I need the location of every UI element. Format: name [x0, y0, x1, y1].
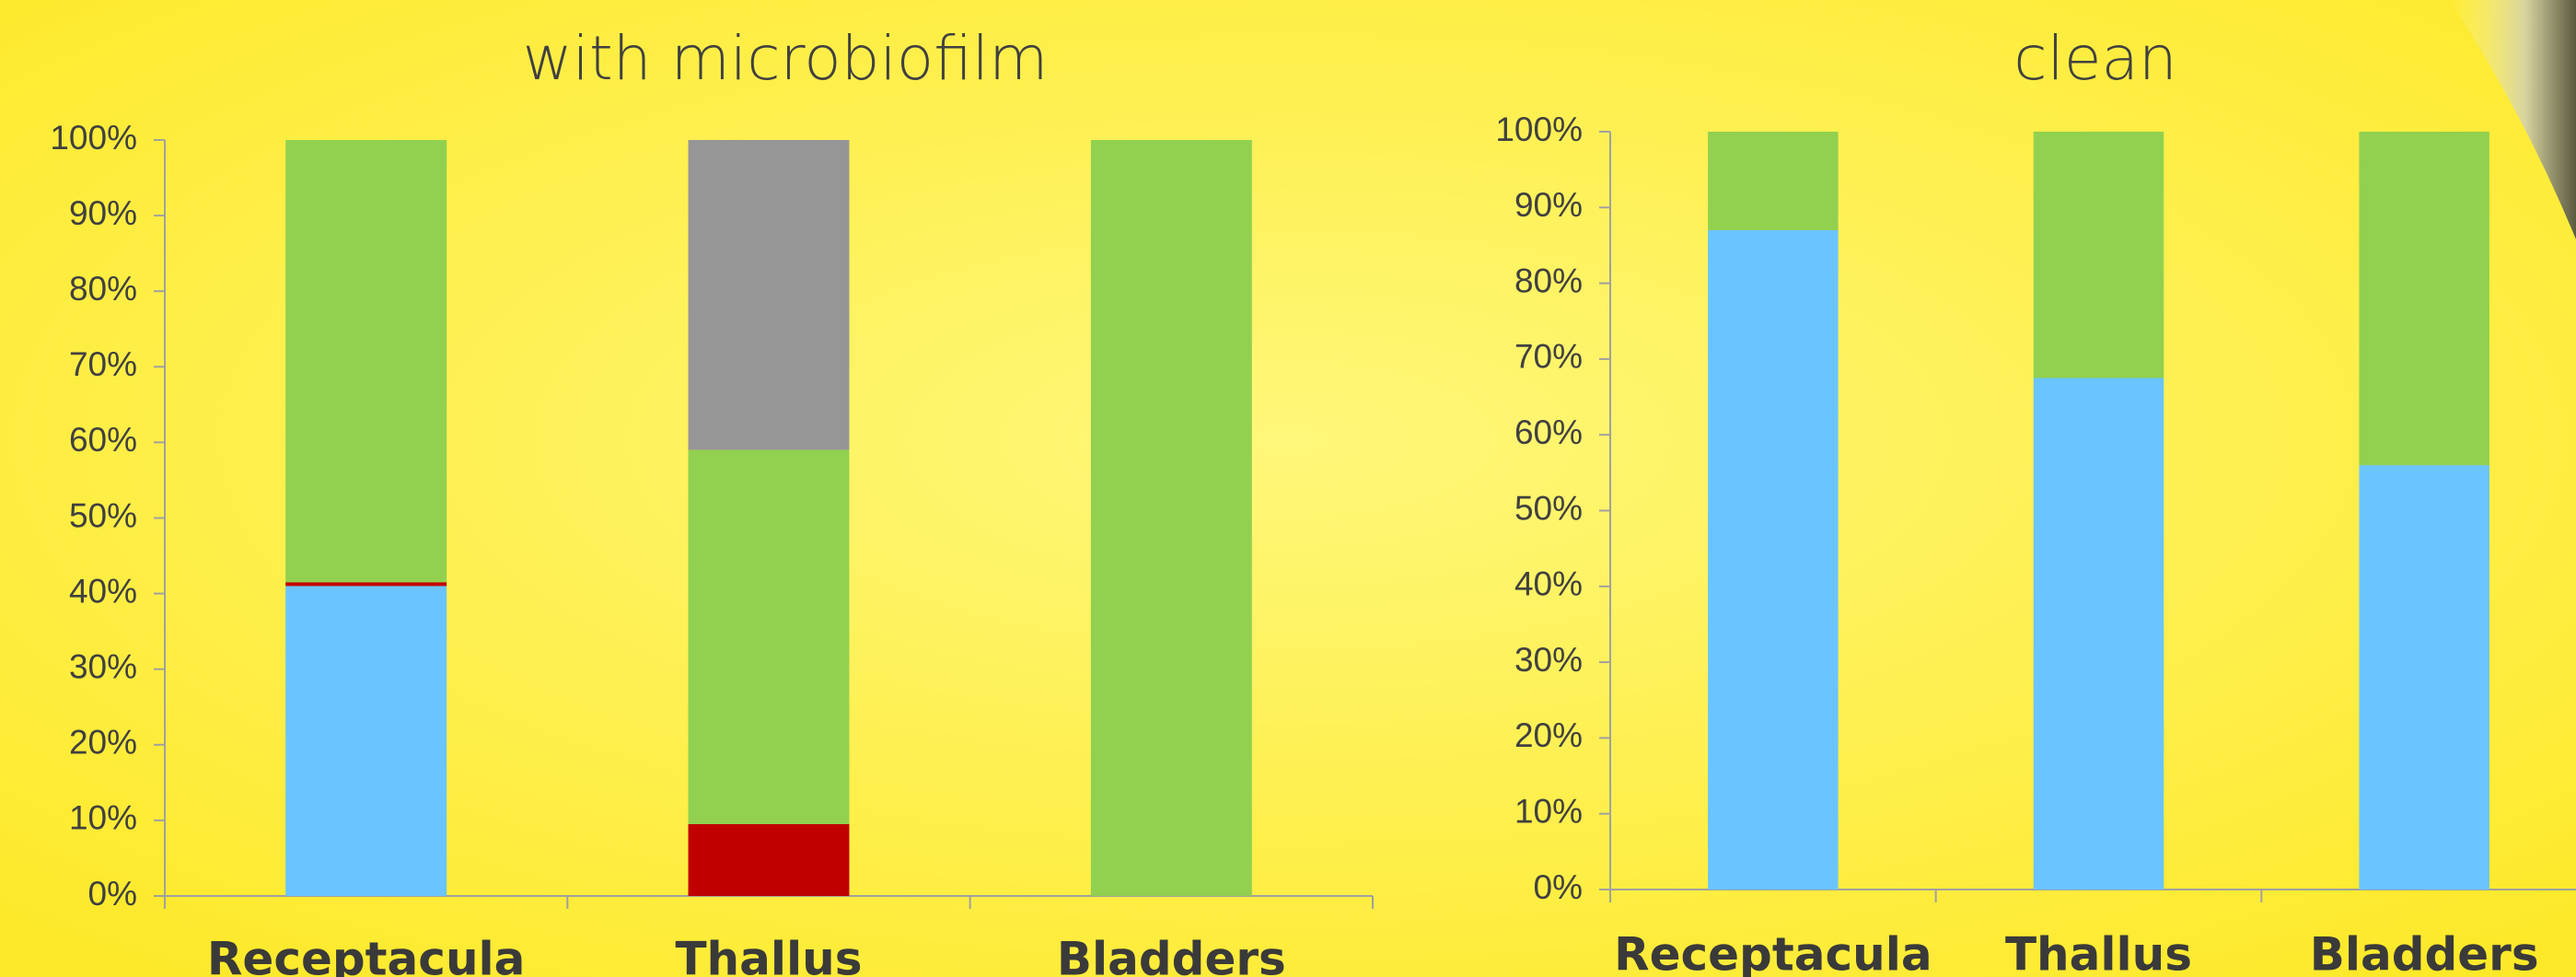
bar-segment: [688, 140, 850, 450]
y-tick-label: 100%: [50, 119, 137, 157]
y-tick-label: 90%: [69, 194, 137, 232]
bar-segment: [285, 582, 447, 587]
y-tick-label: 60%: [1514, 413, 1583, 451]
bar-segment: [2033, 132, 2164, 378]
y-tick-label: 80%: [69, 270, 137, 308]
y-tick-label: 40%: [1514, 565, 1583, 603]
bar-segment: [2033, 378, 2164, 890]
y-tick-label: 60%: [69, 421, 137, 459]
x-tick-label: Bladders: [1057, 933, 1286, 977]
bar-segment: [688, 824, 850, 896]
bar-segment: [285, 140, 447, 583]
y-tick-label: 50%: [1514, 489, 1583, 527]
y-tick-label: 50%: [69, 496, 137, 534]
bar-segment: [1090, 140, 1252, 896]
y-tick-label: 10%: [69, 799, 137, 837]
y-tick-label: 0%: [88, 875, 137, 913]
y-tick-label: 30%: [69, 647, 137, 685]
bar-segment: [688, 449, 850, 825]
bar-segment: [2359, 465, 2489, 890]
y-tick-label: 20%: [1514, 716, 1583, 754]
x-tick-label: Receptacula: [207, 933, 526, 977]
bar-segment: [285, 586, 447, 896]
y-tick-label: 20%: [69, 724, 137, 762]
y-tick-label: 10%: [1514, 792, 1583, 830]
x-tick-label: Receptacula: [1614, 928, 1932, 977]
bar-segment: [1708, 132, 1839, 230]
y-tick-label: 30%: [1514, 641, 1583, 679]
y-tick-label: 70%: [69, 345, 137, 383]
y-tick-label: 70%: [1514, 338, 1583, 376]
y-tick-label: 100%: [1495, 110, 1583, 148]
chart-title: with microbiofilm: [523, 23, 1049, 94]
x-tick-label: Thallus: [2005, 928, 2192, 977]
x-tick-label: Bladders: [2310, 928, 2539, 977]
chart-title: clean: [2013, 23, 2177, 94]
y-tick-label: 0%: [1534, 868, 1583, 906]
bar-segment: [2359, 132, 2489, 466]
x-tick-label: Thallus: [675, 933, 862, 977]
decoration: [2449, 0, 2576, 239]
bar-segment: [1708, 229, 1839, 890]
y-tick-label: 90%: [1514, 186, 1583, 224]
y-tick-label: 40%: [69, 572, 137, 610]
y-tick-label: 80%: [1514, 262, 1583, 299]
